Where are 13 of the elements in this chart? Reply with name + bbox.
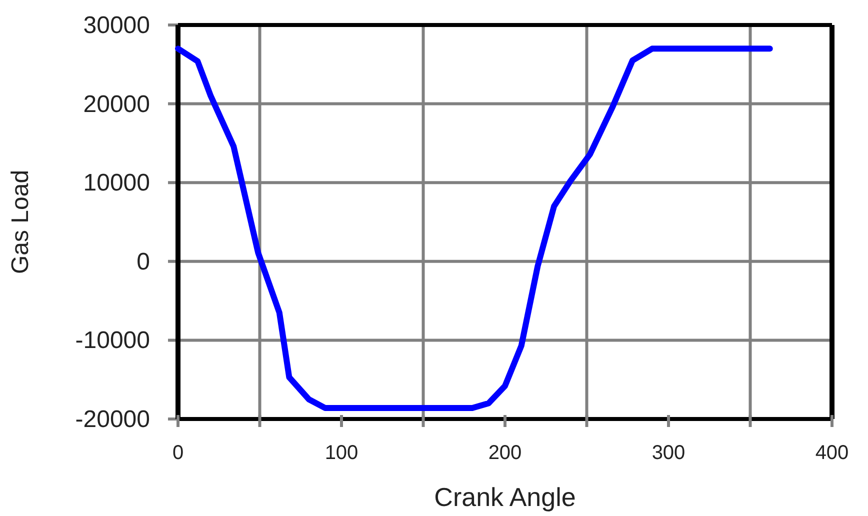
y-axis-title: Gas Load (7, 170, 34, 274)
x-tick-label: 300 (652, 442, 686, 464)
y-tick-label: 10000 (83, 170, 150, 197)
y-tick-label: 30000 (83, 12, 150, 39)
x-tick-label: 200 (488, 442, 522, 464)
x-tick-label: 0 (172, 442, 184, 464)
y-tick-label: -10000 (75, 327, 150, 354)
y-tick-label: 20000 (83, 90, 150, 118)
y-tick-label: -20000 (75, 406, 150, 433)
x-tick-label: 100 (324, 442, 358, 464)
y-tick-label: 0 (136, 248, 150, 276)
x-tick-label: 400 (815, 442, 849, 464)
x-axis-title: Crank Angle (434, 482, 576, 512)
